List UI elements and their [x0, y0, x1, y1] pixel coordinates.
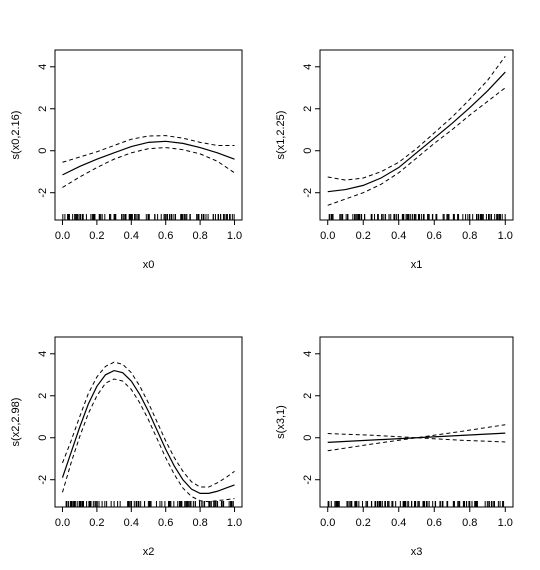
series-lines [327, 424, 506, 452]
x-axis-label: x0 [143, 259, 155, 271]
x-tick-label: 0.8 [462, 230, 477, 242]
x-tick-label: 0.8 [192, 230, 207, 242]
y-tick-label: -2 [37, 475, 49, 485]
confidence-band-line [327, 424, 506, 439]
y-axis-label: s(x1,2.25) [275, 111, 287, 160]
x-axis-label: x1 [411, 259, 423, 271]
x-tick-label: 0.0 [320, 230, 335, 242]
y-tick-label: -2 [37, 188, 49, 198]
x-tick-label: 0.4 [391, 230, 406, 242]
smooth-fit-line [327, 71, 506, 193]
rug-marks [327, 501, 505, 507]
rug-marks [328, 214, 506, 220]
x-axis: 0.0 0.2 0.4 0.6 0.8 1.0 [55, 220, 242, 242]
x-tick-label: 0.2 [356, 230, 371, 242]
x-tick-label: 0.2 [89, 517, 104, 529]
plot-frame [319, 49, 514, 221]
confidence-band-line [62, 147, 235, 188]
y-tick-label: 2 [37, 106, 49, 112]
y-tick-label: 0 [37, 435, 49, 441]
x-axis-label: x2 [143, 546, 155, 558]
y-axis-label: s(x2,2.98) [10, 398, 22, 447]
y-tick-label: 4 [37, 64, 49, 70]
x-axis: 0.0 0.2 0.4 0.6 0.8 1.0 [320, 220, 513, 242]
y-tick-label: -2 [302, 188, 314, 198]
y-tick-label: 0 [302, 148, 314, 154]
rug-marks [65, 501, 234, 507]
x-tick-label: 0.4 [124, 230, 139, 242]
x-tick-label: 1.0 [227, 517, 242, 529]
y-axis: -2 0 2 4 [37, 351, 55, 485]
panel-x0: -2 0 2 4 0.0 0.2 0.4 0.6 0.8 1.0 x0 s(x0,2.16) [10, 49, 243, 271]
x-tick-label: 1.0 [227, 230, 242, 242]
y-tick-label: 4 [37, 351, 49, 357]
panel-x3: -2 0 2 4 0.0 0.2 0.4 0.6 0.8 1.0 x3 s(x3,1) [275, 336, 514, 558]
confidence-band-line [327, 437, 506, 452]
smooth-fit-line [327, 432, 506, 443]
smooth-fit-line [62, 140, 235, 176]
panel-x1: -2 0 2 4 0.0 0.2 0.4 0.6 0.8 1.0 x1 s(x1,2.25) [275, 49, 514, 271]
y-tick-label: 0 [302, 435, 314, 441]
confidence-band-line [62, 361, 235, 488]
series-lines [61, 361, 235, 503]
panel-x2: -2 0 2 4 0.0 0.2 0.4 0.6 0.8 1.0 x2 s(x2,2.98) [10, 336, 243, 558]
x-axis: 0.0 0.2 0.4 0.6 0.8 1.0 [320, 507, 513, 529]
confidence-band-line [62, 378, 235, 503]
y-axis: -2 0 2 4 [302, 351, 320, 485]
rug-marks [62, 214, 235, 220]
confidence-band-line [327, 87, 506, 206]
series-lines [327, 56, 506, 206]
plot-frame [54, 49, 243, 221]
x-tick-label: 0.2 [356, 517, 371, 529]
y-tick-label: 4 [302, 64, 314, 70]
x-axis-label: x3 [411, 546, 423, 558]
x-tick-label: 0.0 [55, 230, 70, 242]
x-tick-label: 1.0 [498, 517, 513, 529]
series-lines [62, 135, 235, 188]
y-tick-label: -2 [302, 475, 314, 485]
y-axis-label: s(x3,1) [275, 405, 287, 439]
smooth-fit-line [61, 369, 235, 494]
x-tick-label: 0.6 [427, 517, 442, 529]
x-tick-label: 0.4 [124, 517, 139, 529]
x-tick-label: 0.6 [427, 230, 442, 242]
confidence-band-line [327, 56, 506, 181]
y-tick-label: 2 [302, 393, 314, 399]
x-tick-label: 0.2 [89, 230, 104, 242]
x-axis: 0.0 0.2 0.4 0.6 0.8 1.0 [55, 507, 242, 529]
x-tick-label: 0.6 [158, 230, 173, 242]
x-tick-label: 0.6 [158, 517, 173, 529]
x-tick-label: 0.0 [320, 517, 335, 529]
x-tick-label: 0.0 [55, 517, 70, 529]
y-tick-label: 2 [37, 393, 49, 399]
y-tick-label: 0 [37, 148, 49, 154]
confidence-band-line [62, 135, 235, 163]
y-axis: -2 0 2 4 [37, 64, 55, 198]
y-tick-label: 4 [302, 351, 314, 357]
plot-frame [319, 336, 514, 508]
x-tick-label: 1.0 [498, 230, 513, 242]
y-axis: -2 0 2 4 [302, 64, 320, 198]
y-axis-label: s(x0,2.16) [10, 111, 22, 160]
x-tick-label: 0.4 [391, 517, 406, 529]
y-tick-label: 2 [302, 106, 314, 112]
plot-frame [54, 336, 243, 508]
x-tick-label: 0.8 [462, 517, 477, 529]
x-tick-label: 0.8 [192, 517, 207, 529]
